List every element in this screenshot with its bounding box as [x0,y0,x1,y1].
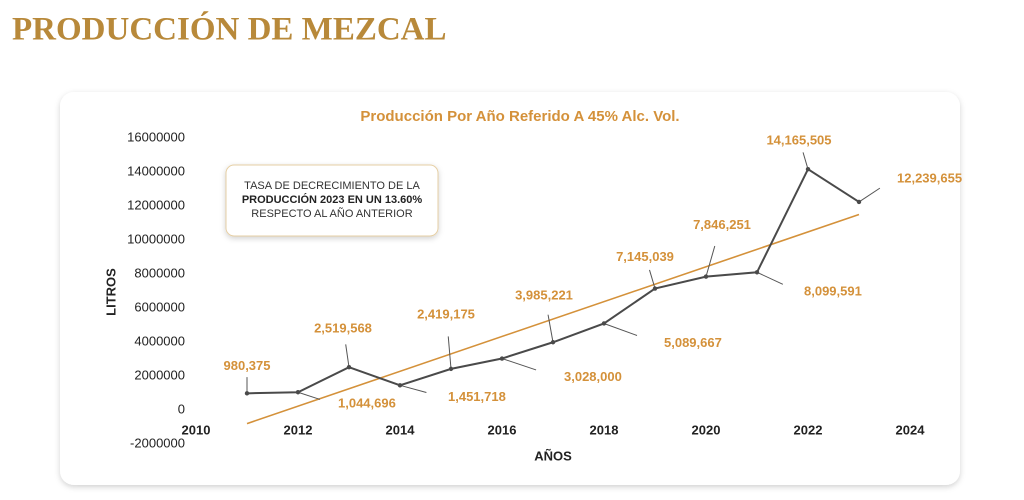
data-label: 1,044,696 [338,396,396,411]
annotation-line: PRODUCCIÓN 2023 EN UN 13.60% [242,193,423,206]
x-tick-label: 2016 [488,422,517,437]
x-tick-label: 2012 [284,422,313,437]
y-tick-label: 14000000 [127,163,185,178]
data-point [805,166,811,172]
y-tick-label: 4000000 [134,333,185,348]
x-tick-label: 2018 [590,422,619,437]
data-point [499,356,505,361]
annotation-box [225,164,439,237]
x-tick-label: 2024 [896,422,926,437]
data-label: 12,239,655 [897,170,962,185]
y-axis-label: LITROS [103,268,118,316]
leader-line [802,152,809,170]
x-tick-label: 2022 [794,422,823,437]
data-label: 7,846,251 [693,217,751,232]
data-label: 980,375 [224,358,271,373]
leader-line [858,187,881,203]
x-tick-label: 2014 [386,422,416,437]
y-tick-label: 16000000 [127,129,185,144]
data-point [754,270,760,275]
data-point [346,364,352,370]
leader-line [447,336,452,369]
x-axis-label: AÑOS [534,448,572,463]
leader-line [297,391,321,400]
y-tick-label: 6000000 [134,299,185,314]
data-label: 7,145,039 [616,249,674,264]
data-label: 5,089,667 [664,335,722,350]
leader-line [547,314,554,343]
data-point [601,321,607,326]
data-point [856,199,862,205]
annotation-line: RESPECTO AL AÑO ANTERIOR [251,207,412,220]
leader-line [345,344,350,368]
trendline [246,213,860,425]
data-label: 8,099,591 [804,284,862,299]
leader-line [603,323,638,336]
y-tick-label: -2000000 [130,435,185,450]
y-tick-label: 2000000 [134,367,185,382]
data-label: 3,028,000 [564,369,622,384]
chart-title: Producción Por Año Referido A 45% Alc. V… [360,108,679,125]
y-tick-label: 12000000 [127,197,185,212]
data-label: 1,451,718 [448,389,506,404]
leader-line [756,271,784,285]
page-title: PRODUCCIÓN DE MEZCAL [12,10,447,48]
y-tick-label: 8000000 [134,265,185,280]
data-label: 2,519,568 [314,321,372,336]
y-tick-label: 10000000 [127,231,185,246]
data-label: 3,985,221 [515,288,573,303]
data-label: 14,165,505 [766,133,831,148]
data-point [244,391,250,396]
x-tick-label: 2010 [182,422,211,437]
data-label: 2,419,175 [417,306,475,321]
data-point [448,366,454,372]
data-point [703,274,709,279]
leader-line [399,384,427,394]
annotation-line: TASA DE DECRECIMIENTO DE LA [244,180,420,192]
data-point [295,390,301,395]
leader-line [649,269,656,289]
leader-line [705,245,716,277]
y-tick-label: 0 [178,401,185,416]
data-point [397,383,403,388]
data-point [550,340,556,345]
data-point [652,286,658,291]
x-tick-label: 2020 [692,422,721,437]
leader-line [501,358,537,371]
